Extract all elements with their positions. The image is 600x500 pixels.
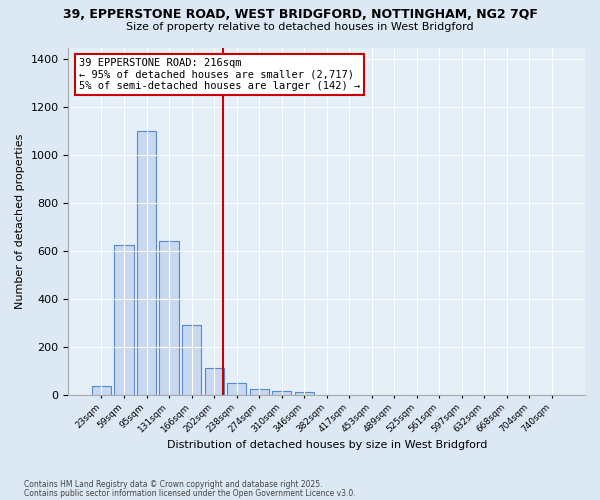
Bar: [250, 388, 269, 394]
X-axis label: Distribution of detached houses by size in West Bridgford: Distribution of detached houses by size …: [167, 440, 487, 450]
Text: Contains public sector information licensed under the Open Government Licence v3: Contains public sector information licen…: [24, 488, 356, 498]
Bar: [205, 368, 224, 394]
Bar: [272, 391, 291, 394]
Text: 39 EPPERSTONE ROAD: 216sqm
← 95% of detached houses are smaller (2,717)
5% of se: 39 EPPERSTONE ROAD: 216sqm ← 95% of deta…: [79, 58, 360, 91]
Bar: [182, 326, 201, 394]
Y-axis label: Number of detached properties: Number of detached properties: [15, 134, 25, 309]
Text: 39, EPPERSTONE ROAD, WEST BRIDGFORD, NOTTINGHAM, NG2 7QF: 39, EPPERSTONE ROAD, WEST BRIDGFORD, NOT…: [62, 8, 538, 20]
Text: Size of property relative to detached houses in West Bridgford: Size of property relative to detached ho…: [126, 22, 474, 32]
Text: Contains HM Land Registry data © Crown copyright and database right 2025.: Contains HM Land Registry data © Crown c…: [24, 480, 323, 489]
Bar: [227, 382, 246, 394]
Bar: [115, 245, 134, 394]
Bar: [160, 242, 179, 394]
Bar: [92, 386, 111, 394]
Bar: [137, 132, 156, 394]
Bar: [295, 392, 314, 394]
